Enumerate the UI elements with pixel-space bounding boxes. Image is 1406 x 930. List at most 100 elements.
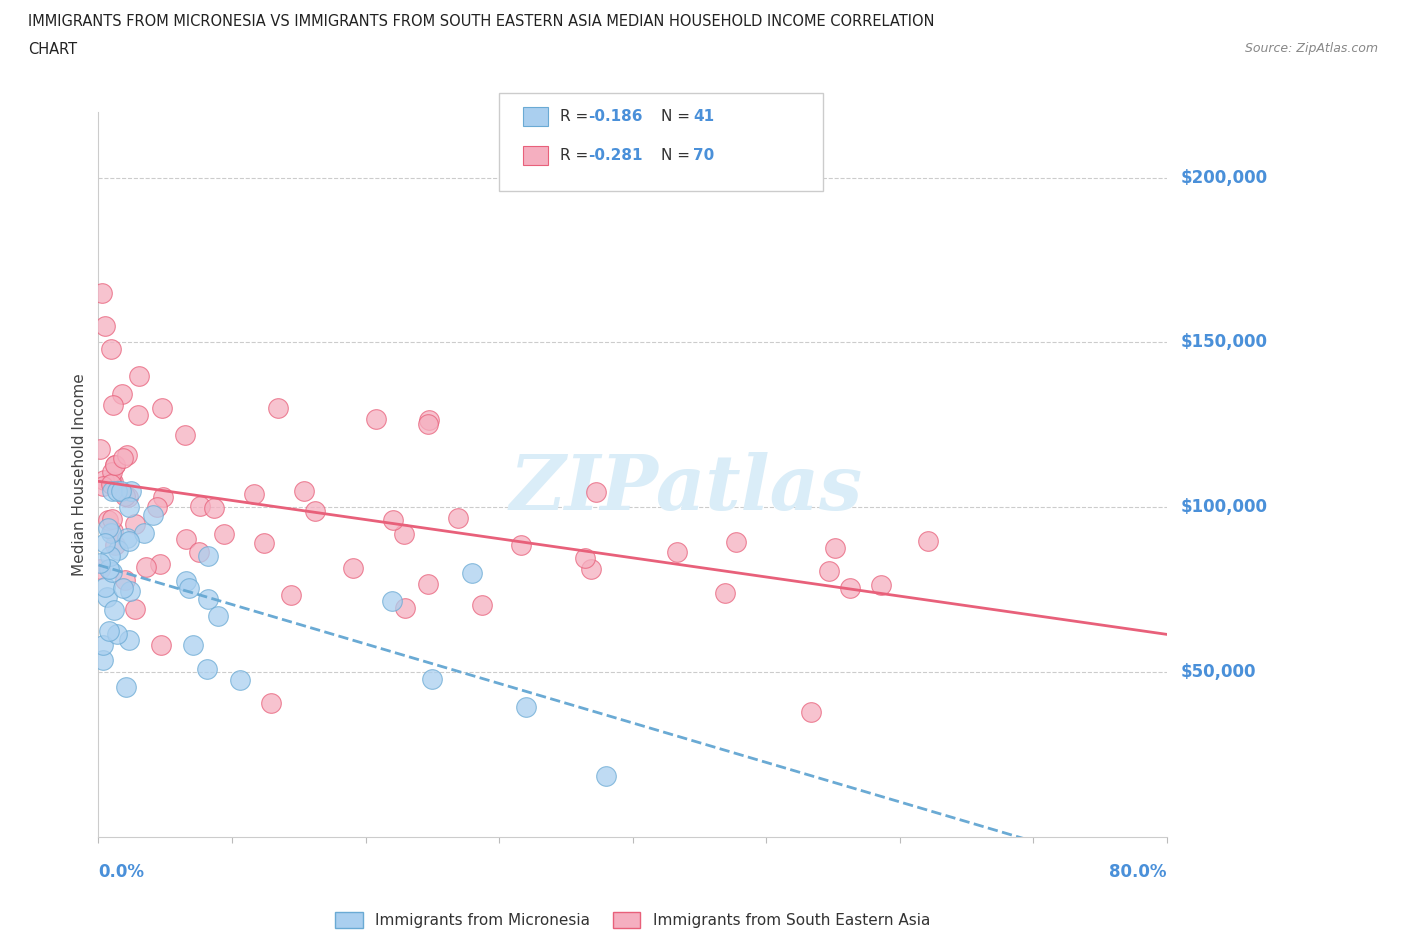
Point	[197, 591, 219, 606]
Point	[260, 696, 283, 711]
Point	[574, 551, 596, 565]
Point	[817, 564, 839, 578]
Point	[149, 556, 172, 571]
Point	[114, 489, 136, 504]
Point	[304, 503, 326, 518]
Point	[115, 680, 138, 695]
Point	[128, 369, 150, 384]
Point	[93, 536, 115, 551]
Point	[187, 544, 209, 559]
Point	[110, 484, 132, 498]
Point	[101, 398, 124, 413]
Point	[93, 579, 115, 594]
Text: CHART: CHART	[28, 42, 77, 57]
Text: $200,000: $200,000	[1181, 168, 1268, 187]
Point	[195, 661, 218, 676]
Text: N =: N =	[661, 148, 695, 163]
Point	[381, 513, 404, 528]
Text: -0.186: -0.186	[588, 109, 643, 124]
Point	[118, 499, 141, 514]
Point	[124, 517, 146, 532]
Point	[253, 536, 276, 551]
Point	[838, 580, 860, 595]
Point	[342, 561, 364, 576]
Point	[105, 484, 128, 498]
Point	[585, 485, 607, 499]
Point	[461, 565, 484, 580]
Point	[124, 602, 146, 617]
Point	[132, 525, 155, 540]
Text: 0.0%: 0.0%	[98, 863, 145, 881]
Point	[97, 512, 120, 527]
Text: 80.0%: 80.0%	[1109, 863, 1167, 881]
Point	[197, 549, 219, 564]
Text: 70: 70	[693, 148, 714, 163]
Point	[100, 474, 122, 489]
Point	[118, 584, 141, 599]
Point	[107, 543, 129, 558]
Point	[117, 447, 139, 462]
Point	[89, 442, 111, 457]
Point	[174, 574, 197, 589]
Point	[118, 533, 141, 548]
Point	[202, 500, 225, 515]
Point	[97, 520, 120, 535]
Point	[91, 286, 114, 300]
Point	[394, 600, 416, 615]
Point	[150, 400, 173, 415]
Point	[177, 580, 200, 595]
Point	[104, 538, 127, 552]
Point	[104, 458, 127, 472]
Text: 41: 41	[693, 109, 714, 124]
Point	[292, 484, 315, 498]
Point	[127, 407, 149, 422]
Point	[725, 534, 748, 549]
Text: IMMIGRANTS FROM MICRONESIA VS IMMIGRANTS FROM SOUTH EASTERN ASIA MEDIAN HOUSEHOL: IMMIGRANTS FROM MICRONESIA VS IMMIGRANTS…	[28, 14, 935, 29]
Point	[96, 590, 118, 604]
Point	[142, 507, 165, 522]
Point	[447, 511, 470, 525]
Point	[800, 704, 823, 719]
Text: N =: N =	[661, 109, 695, 124]
Point	[207, 608, 229, 623]
Text: $50,000: $50,000	[1181, 663, 1257, 681]
Point	[112, 450, 135, 465]
Point	[243, 486, 266, 501]
Point	[595, 768, 617, 783]
Point	[917, 534, 939, 549]
Point	[118, 632, 141, 647]
Point	[364, 412, 387, 427]
Point	[188, 498, 211, 513]
Point	[381, 593, 404, 608]
Point	[150, 638, 173, 653]
Point	[152, 489, 174, 504]
Point	[714, 586, 737, 601]
Point	[135, 560, 157, 575]
Point	[146, 499, 169, 514]
Point	[100, 525, 122, 540]
Point	[103, 603, 125, 618]
Text: ZIPatlas: ZIPatlas	[509, 452, 863, 525]
Point	[183, 637, 205, 652]
Point	[280, 588, 302, 603]
Text: -0.281: -0.281	[588, 148, 643, 163]
Point	[824, 540, 846, 555]
Point	[103, 474, 125, 489]
Point	[91, 652, 114, 667]
Text: R =: R =	[560, 148, 593, 163]
Point	[93, 318, 115, 333]
Point	[665, 544, 688, 559]
Point	[228, 672, 250, 687]
Text: $100,000: $100,000	[1181, 498, 1268, 516]
Text: R =: R =	[560, 109, 593, 124]
Point	[89, 562, 111, 577]
Point	[214, 526, 236, 541]
Point	[100, 341, 122, 356]
Point	[174, 532, 197, 547]
Point	[117, 489, 139, 504]
Point	[510, 538, 533, 552]
Point	[91, 638, 114, 653]
Y-axis label: Median Household Income: Median Household Income	[72, 373, 87, 576]
Point	[98, 624, 121, 639]
Point	[89, 556, 111, 571]
